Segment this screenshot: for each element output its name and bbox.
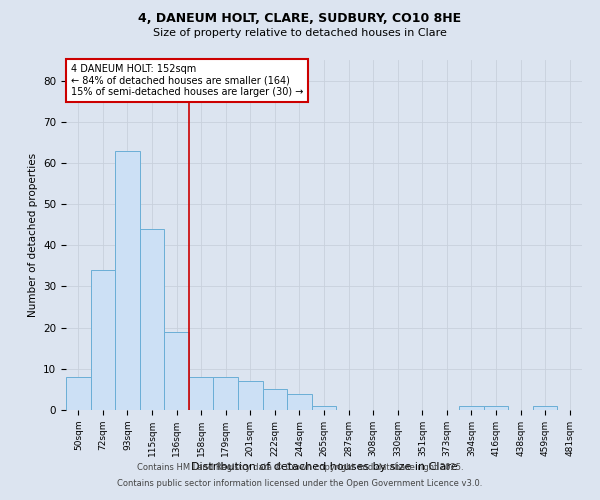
X-axis label: Distribution of detached houses by size in Clare: Distribution of detached houses by size … [191, 462, 457, 471]
Bar [189, 377, 214, 410]
Bar [287, 394, 312, 410]
Text: Contains HM Land Registry data © Crown copyright and database right 2025.: Contains HM Land Registry data © Crown c… [137, 464, 463, 472]
Bar [312, 406, 336, 410]
Bar [484, 406, 508, 410]
Bar [459, 406, 484, 410]
Bar [164, 332, 189, 410]
Text: Contains public sector information licensed under the Open Government Licence v3: Contains public sector information licen… [118, 478, 482, 488]
Text: 4 DANEUM HOLT: 152sqm
← 84% of detached houses are smaller (164)
15% of semi-det: 4 DANEUM HOLT: 152sqm ← 84% of detached … [71, 64, 304, 96]
Bar [115, 150, 140, 410]
Bar [140, 229, 164, 410]
Bar [238, 381, 263, 410]
Bar [533, 406, 557, 410]
Bar [66, 377, 91, 410]
Bar [263, 390, 287, 410]
Text: Size of property relative to detached houses in Clare: Size of property relative to detached ho… [153, 28, 447, 38]
Bar [91, 270, 115, 410]
Text: 4, DANEUM HOLT, CLARE, SUDBURY, CO10 8HE: 4, DANEUM HOLT, CLARE, SUDBURY, CO10 8HE [139, 12, 461, 26]
Y-axis label: Number of detached properties: Number of detached properties [28, 153, 38, 317]
Bar [214, 377, 238, 410]
